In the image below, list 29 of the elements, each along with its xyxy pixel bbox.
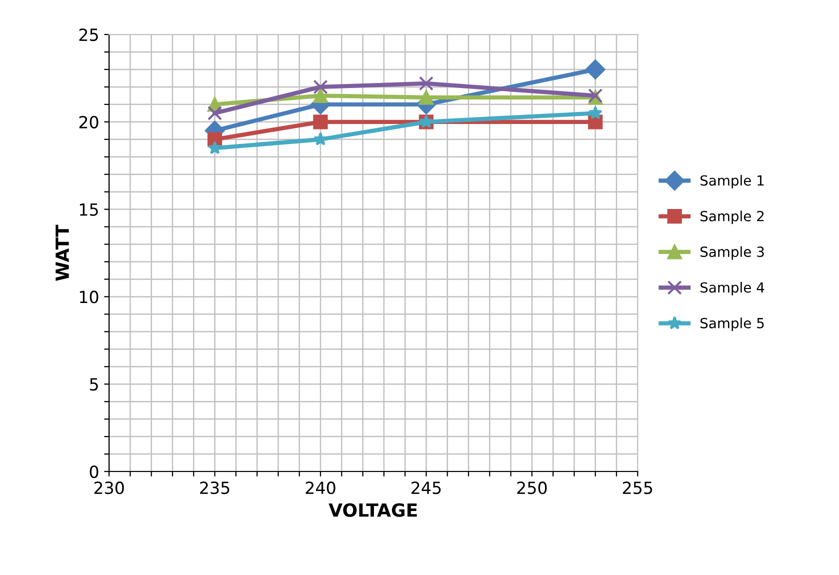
y-tick-label: 5 (90, 378, 98, 391)
y-tick-label: 15 (80, 203, 98, 216)
point (314, 132, 328, 146)
point (208, 140, 222, 154)
x-axis-title: VOLTAGE (328, 503, 417, 517)
x-tick-label: 235 (200, 482, 230, 494)
point (313, 80, 328, 94)
legend-label: Sample 3 (700, 246, 764, 260)
x-tick-label: 230 (94, 482, 124, 494)
point (418, 76, 434, 91)
legend-label: Sample 2 (700, 210, 764, 224)
x-tick-label: 245 (412, 482, 441, 494)
point (313, 114, 328, 130)
y-tick-label: 0 (90, 465, 98, 478)
x-tick-label: 250 (517, 482, 547, 494)
point (313, 88, 328, 103)
point (588, 106, 602, 120)
legend-label: Sample 1 (700, 174, 764, 188)
legend-label: Sample 4 (700, 282, 764, 296)
y-tick-label: 20 (79, 116, 98, 128)
x-tick-label: 255 (622, 482, 652, 494)
legend-label: Sample 5 (700, 318, 764, 332)
point (585, 60, 606, 80)
y-axis-title: WATT (56, 224, 69, 281)
x-tick-label: 240 (306, 482, 336, 494)
point (207, 106, 222, 120)
point (418, 90, 434, 105)
y-tick-label: 25 (79, 28, 98, 42)
y-tick-label: 10 (80, 290, 98, 304)
